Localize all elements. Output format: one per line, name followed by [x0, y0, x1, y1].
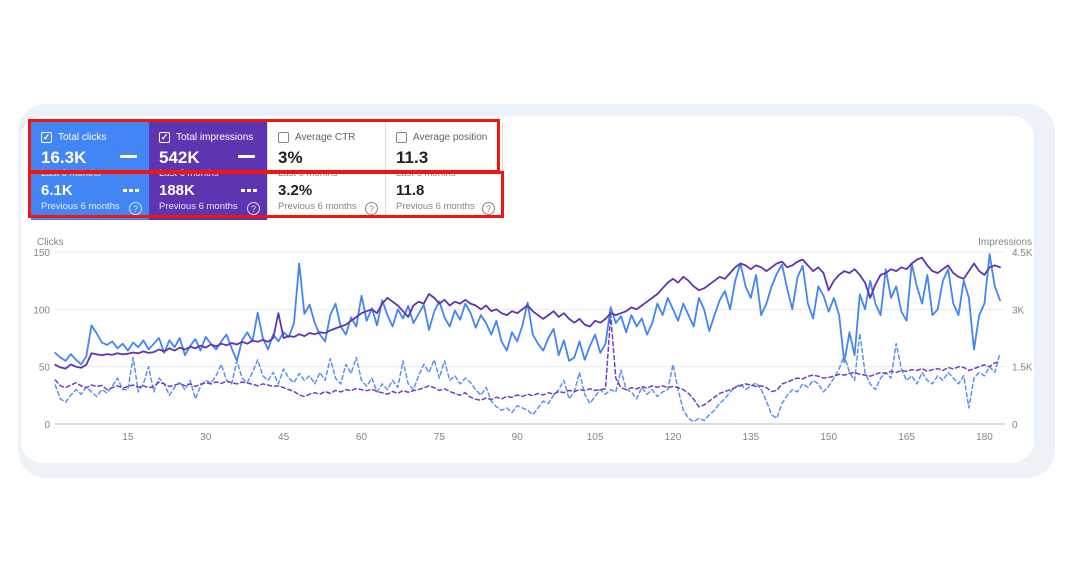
x-axis-tick-label: 15 [122, 432, 134, 443]
x-axis-tick-label: 135 [742, 432, 759, 443]
dashed-line-indicator-icon [239, 189, 257, 192]
left-axis-title: Clicks [37, 237, 64, 248]
left-axis-tick-label: 150 [33, 248, 50, 259]
checkbox-total-impressions[interactable]: ✓ [159, 132, 170, 143]
metric-header: ✓ Average CTR [278, 132, 355, 143]
left-axis-tick-label: 0 [44, 420, 50, 431]
x-axis-tick-label: 165 [898, 432, 915, 443]
x-axis-tick-label: 45 [278, 432, 290, 443]
metric-secondary-value: 6.1K [41, 182, 73, 199]
right-axis-tick-label: 3K [1012, 305, 1025, 316]
metric-title: Total clicks [58, 132, 107, 143]
series-impressions-last-6-months [54, 256, 1001, 370]
x-axis-tick-label: 150 [820, 432, 837, 443]
metric-header: ✓ Total clicks [41, 132, 106, 143]
right-axis-title: Impressions [978, 237, 1032, 248]
left-axis-tick-label: 50 [39, 363, 51, 374]
metric-secondary-label: Previous 6 months [159, 201, 238, 212]
x-axis-tick-label: 180 [976, 432, 993, 443]
x-axis-tick-label: 60 [356, 432, 368, 443]
right-axis-tick-label: 1.5K [1012, 363, 1033, 374]
x-axis-tick-label: 105 [587, 432, 604, 443]
check-icon: ✓ [42, 132, 51, 142]
x-axis-tick-label: 120 [665, 432, 682, 443]
metric-primary-value: 542K [159, 148, 200, 167]
check-icon: ✓ [160, 132, 169, 142]
help-icon[interactable]: ? [482, 202, 495, 215]
checkbox-average-position[interactable]: ✓ [396, 132, 407, 143]
metric-secondary-label: Previous 6 months [278, 201, 357, 212]
metric-secondary-label: Previous 6 months [396, 201, 475, 212]
metric-secondary-value: 188K [159, 182, 195, 199]
x-axis-tick-label: 75 [434, 432, 446, 443]
metric-secondary-label: Previous 6 months [41, 201, 120, 212]
help-icon[interactable]: ? [365, 202, 378, 215]
metric-primary-value: 16.3K [41, 148, 87, 167]
x-axis-tick-label: 30 [200, 432, 212, 443]
checkbox-average-ctr[interactable]: ✓ [278, 132, 289, 143]
right-axis-tick-label: 4.5K [1012, 248, 1033, 259]
metric-primary-value: 3% [278, 148, 303, 167]
dashed-line-indicator-icon [121, 189, 139, 192]
series-impressions-previous-6-months [54, 314, 1001, 408]
metric-title: Total impressions [176, 132, 254, 143]
solid-line-indicator-icon [238, 155, 255, 158]
left-axis-tick-label: 100 [33, 305, 50, 316]
help-icon[interactable]: ? [129, 202, 142, 215]
annotation-rect-previous-6-months-row [28, 171, 504, 218]
metric-title: Average position [413, 132, 488, 143]
checkbox-total-clicks[interactable]: ✓ [41, 132, 52, 143]
help-icon[interactable]: ? [247, 202, 260, 215]
solid-line-indicator-icon [120, 155, 137, 158]
metric-header: ✓ Total impressions [159, 132, 253, 143]
metric-secondary-value: 3.2% [278, 182, 313, 199]
metric-primary-value: 11.3 [396, 148, 429, 167]
right-axis-tick-label: 0 [1012, 420, 1018, 431]
series-clicks-previous-6-months [54, 332, 1001, 423]
x-axis-tick-label: 90 [512, 432, 524, 443]
metric-header: ✓ Average position [396, 132, 487, 143]
metric-secondary-value: 11.8 [396, 182, 425, 199]
metric-title: Average CTR [295, 132, 356, 143]
annotation-rect-last-6-months-row [28, 119, 500, 173]
